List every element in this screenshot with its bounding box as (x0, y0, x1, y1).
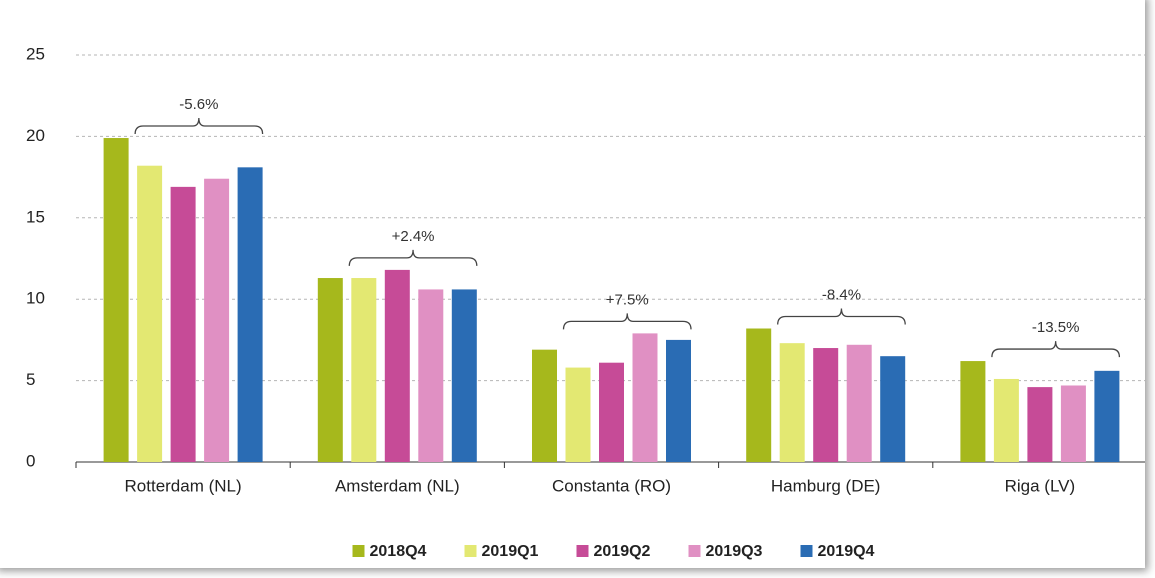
annotation: +2.4% (392, 228, 435, 245)
bar (204, 178, 230, 462)
brace (777, 308, 906, 325)
brace (991, 341, 1121, 358)
bar (1060, 385, 1086, 462)
legend-swatch (464, 545, 477, 557)
y-tick-label: 15 (26, 207, 45, 226)
frame: 0 5 10 15 20 25 Rotterdam (NL) -5.6% Amsterdam (… (26, 44, 1148, 561)
bar (565, 367, 591, 462)
x-tick-label: Amsterdam (NL) (335, 476, 460, 495)
bar (632, 333, 658, 462)
chart: 0 5 10 15 20 25 Rotterdam (NL) -5.6% Amsterdam (… (26, 44, 1148, 560)
bar (103, 138, 129, 462)
bar (170, 186, 196, 463)
legend-swatch (576, 545, 589, 557)
bar (599, 362, 624, 462)
bar (451, 289, 477, 462)
y-tick-label: 25 (26, 44, 45, 63)
bar (666, 339, 691, 462)
brace (134, 118, 264, 135)
bar (532, 349, 557, 462)
bar (1094, 370, 1120, 462)
bar (351, 278, 377, 462)
bar (960, 361, 986, 462)
y-tick-label: 0 (26, 451, 35, 470)
legend-label: 2019Q4 (818, 543, 875, 560)
legend-swatch (352, 545, 365, 557)
legend-swatch (800, 545, 813, 557)
bar (317, 278, 343, 462)
bar (880, 356, 906, 462)
y-tick-label: 5 (26, 370, 35, 389)
x-tick-label: Hamburg (DE) (771, 476, 881, 495)
annotation: +7.5% (606, 291, 649, 308)
bar (237, 167, 263, 462)
brace (562, 313, 692, 330)
legend-label: 2019Q2 (594, 543, 651, 560)
annotation: -13.5% (1032, 319, 1080, 336)
y-tick-label: 10 (26, 289, 45, 308)
y-tick-label: 20 (26, 126, 45, 145)
x-tick-label: Rotterdam (NL) (125, 476, 242, 495)
bar (779, 343, 805, 462)
annotation: -5.6% (179, 96, 218, 113)
legend-label: 2019Q3 (706, 543, 763, 560)
legend-label: 2019Q1 (482, 543, 539, 560)
legend-label: 2018Q4 (370, 543, 427, 560)
legend-swatch (688, 545, 701, 557)
bar (746, 328, 772, 462)
bar (813, 348, 839, 462)
annotation: -8.4% (822, 286, 861, 303)
bar (137, 165, 163, 463)
x-tick-label: Constanta (RO) (552, 476, 671, 495)
bar (384, 269, 410, 462)
bar (846, 344, 872, 462)
x-tick-label: Riga (LV) (1005, 476, 1076, 495)
bar (993, 378, 1019, 462)
bar (1027, 387, 1053, 462)
brace (348, 249, 478, 266)
bar (418, 289, 444, 462)
